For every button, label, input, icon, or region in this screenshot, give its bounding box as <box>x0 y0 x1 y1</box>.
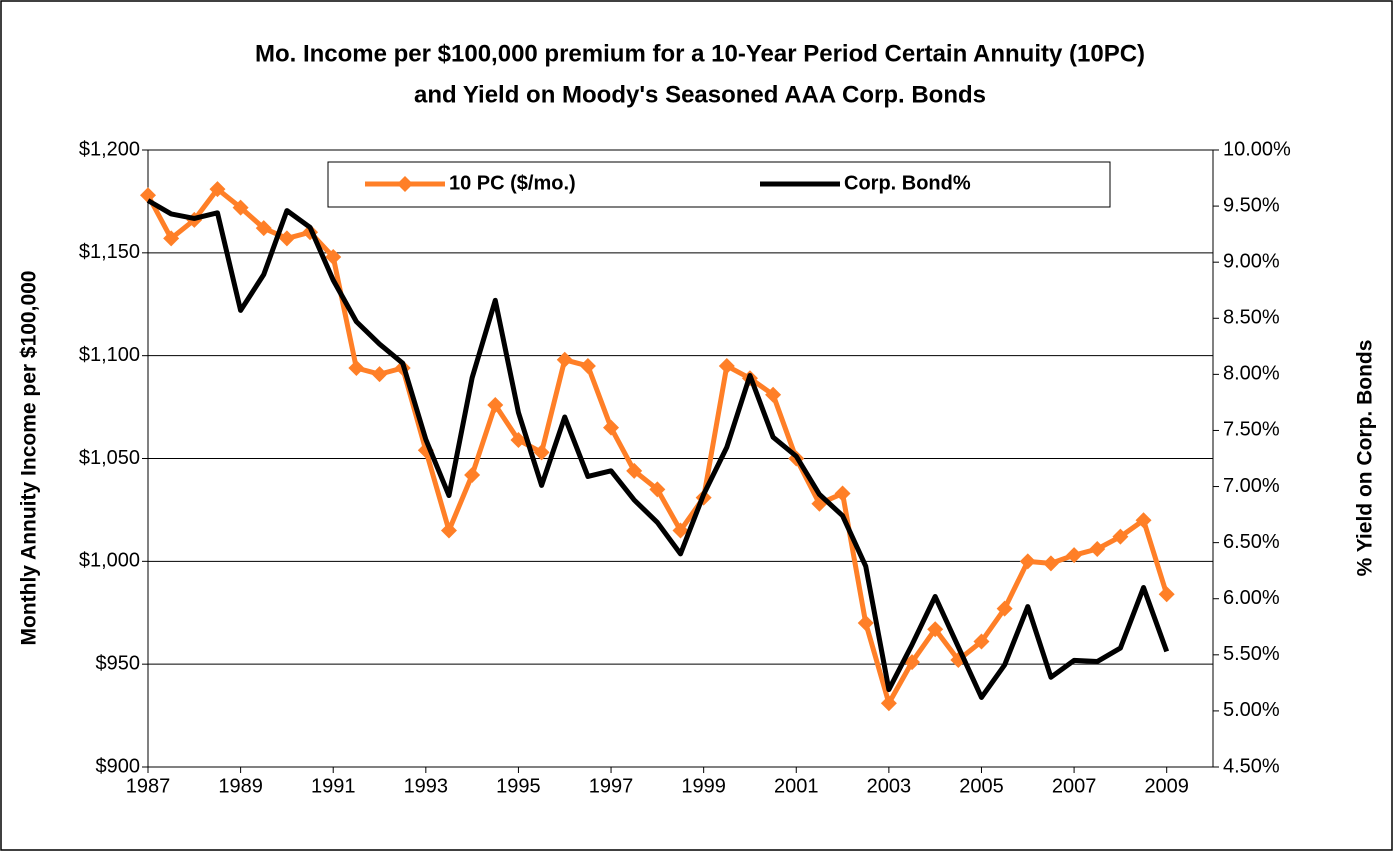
x-tick-label: 1999 <box>681 775 726 797</box>
data-point <box>533 444 550 461</box>
data-point <box>603 419 620 436</box>
data-point <box>579 357 596 374</box>
data-point <box>718 357 735 374</box>
data-point <box>140 187 156 204</box>
y2-tick-label: 10.00% <box>1223 138 1291 160</box>
data-point <box>209 181 226 198</box>
y2-tick-label: 7.00% <box>1223 475 1280 497</box>
data-point <box>232 199 249 216</box>
data-point <box>440 522 457 539</box>
chart-subtitle: and Yield on Moody's Seasoned AAA Corp. … <box>414 81 986 108</box>
x-tick-label: 1993 <box>404 775 449 797</box>
series-line <box>146 198 1170 700</box>
y-tick-label: $900 <box>96 755 141 777</box>
y-tick-label: $1,000 <box>79 550 140 572</box>
y2-axis-label: % Yield on Corp. Bonds <box>1354 340 1377 577</box>
data-point <box>765 386 782 403</box>
data-point <box>278 230 295 247</box>
x-tick-label: 2007 <box>1052 775 1097 797</box>
data-point <box>996 600 1013 617</box>
data-point <box>1135 512 1152 529</box>
x-tick-label: 2005 <box>959 775 1004 797</box>
data-point <box>556 351 573 368</box>
y-tick-label: $950 <box>96 652 141 674</box>
y2-tick-label: 7.50% <box>1223 419 1280 441</box>
y-tick-label: $1,100 <box>79 344 140 366</box>
y-tick-label: $1,050 <box>79 447 140 469</box>
x-tick-label: 1989 <box>218 775 263 797</box>
legend-label: Corp. Bond% <box>844 172 971 194</box>
x-tick-label: 2009 <box>1144 775 1189 797</box>
data-point <box>649 481 666 498</box>
data-point <box>487 397 504 414</box>
data-point <box>834 485 851 502</box>
data-point <box>857 615 874 632</box>
y2-tick-label: 5.00% <box>1223 699 1280 721</box>
data-point <box>927 621 944 638</box>
data-point <box>1112 528 1129 545</box>
data-point <box>1089 540 1106 557</box>
data-point <box>672 522 689 539</box>
data-point <box>1042 555 1059 572</box>
data-point <box>1019 553 1036 570</box>
y2-tick-label: 6.50% <box>1223 531 1280 553</box>
data-point <box>626 462 643 479</box>
legend-marker <box>397 176 413 192</box>
y2-tick-label: 5.50% <box>1223 643 1280 665</box>
y2-tick-label: 6.00% <box>1223 587 1280 609</box>
chart-title: Mo. Income per $100,000 premium for a 10… <box>255 40 1145 67</box>
x-tick-label: 1991 <box>311 775 356 797</box>
y2-tick-label: 9.00% <box>1223 250 1280 272</box>
legend-label: 10 PC ($/mo.) <box>449 172 576 194</box>
x-tick-label: 2001 <box>774 775 819 797</box>
data-point <box>1158 586 1175 603</box>
data-point <box>371 366 388 383</box>
data-point <box>1066 547 1083 564</box>
data-point <box>255 220 272 237</box>
y2-tick-label: 8.00% <box>1223 363 1280 385</box>
data-point <box>880 695 897 712</box>
x-tick-label: 1997 <box>589 775 634 797</box>
data-point <box>973 633 990 650</box>
data-point <box>163 230 180 247</box>
y2-tick-label: 9.50% <box>1223 194 1280 216</box>
data-point <box>904 654 921 671</box>
x-tick-label: 1995 <box>496 775 541 797</box>
y-axis-label: Monthly Annuity Income per $100,000 <box>18 271 41 646</box>
data-point <box>348 360 365 377</box>
legend-box <box>327 161 1111 208</box>
data-point <box>510 431 527 448</box>
y2-tick-label: 8.50% <box>1223 307 1280 329</box>
y-tick-label: $1,200 <box>79 138 140 160</box>
x-tick-label: 2003 <box>867 775 912 797</box>
x-tick-label: 1987 <box>126 775 171 797</box>
data-point <box>464 466 481 483</box>
y-tick-label: $1,150 <box>79 241 140 263</box>
data-point <box>325 248 342 265</box>
y2-tick-label: 4.50% <box>1223 755 1280 777</box>
